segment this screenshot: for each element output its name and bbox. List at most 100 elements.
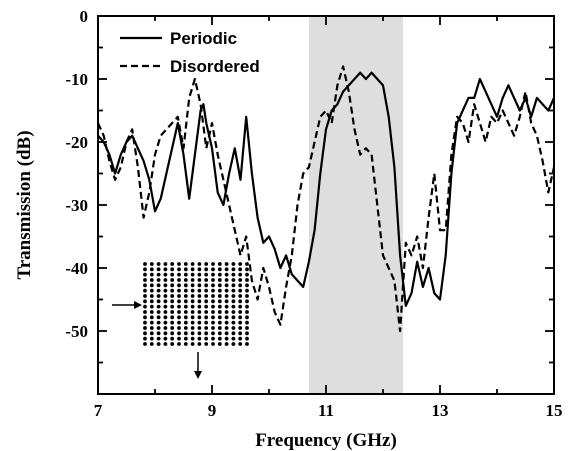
lattice-dot <box>211 331 215 336</box>
lattice-dot <box>211 288 215 293</box>
lattice-dot <box>170 299 175 304</box>
lattice-dot <box>238 336 243 341</box>
lattice-dot <box>177 278 181 282</box>
lattice-dot <box>197 278 202 282</box>
lattice-dot <box>183 331 188 336</box>
lattice-dot <box>217 267 222 272</box>
lattice-dot <box>156 288 161 293</box>
lattice-dot <box>224 310 229 314</box>
lattice-dot <box>143 272 147 277</box>
lattice-dot <box>204 267 209 272</box>
lattice-dot <box>177 267 181 272</box>
lattice-dot <box>170 304 175 309</box>
lattice-dot <box>245 288 249 293</box>
lattice-dot <box>217 283 222 288</box>
lattice-dot <box>190 320 195 325</box>
lattice-inset <box>112 262 249 379</box>
lattice-dot <box>190 262 195 266</box>
lattice-dot <box>149 283 154 288</box>
lattice-dot <box>163 267 168 272</box>
lattice-dot <box>143 294 147 298</box>
lattice-dot <box>245 315 249 320</box>
lattice-dot <box>170 336 175 341</box>
legend-label-disordered: Disordered <box>170 57 260 76</box>
lattice-dot <box>177 326 181 330</box>
lattice-dot <box>204 288 209 293</box>
lattice-dot <box>217 262 222 266</box>
lattice-dot <box>156 283 161 288</box>
lattice-dot <box>217 294 222 298</box>
lattice-dot <box>170 262 175 266</box>
lattice-dot <box>204 310 209 314</box>
lattice-dot <box>197 320 202 325</box>
lattice-dot <box>163 331 168 336</box>
lattice-dot <box>177 272 181 277</box>
lattice-dot <box>197 288 202 293</box>
lattice-dot <box>183 262 188 266</box>
lattice-dot <box>149 278 154 282</box>
lattice-dot <box>224 262 229 266</box>
lattice-dot <box>170 326 175 330</box>
lattice-dot <box>238 272 243 277</box>
lattice-dot <box>217 299 222 304</box>
lattice-dot <box>163 294 168 298</box>
lattice-dot <box>204 294 209 298</box>
y-axis-label: Transmission (dB) <box>14 130 35 279</box>
lattice-dot <box>156 331 161 336</box>
lattice-dot <box>177 294 181 298</box>
lattice-dot <box>177 283 181 288</box>
lattice-dot <box>143 262 147 266</box>
lattice-dot <box>156 304 161 309</box>
y-tick-label: 0 <box>80 7 89 26</box>
lattice-dot <box>197 283 202 288</box>
lattice-dot <box>231 310 236 314</box>
lattice-dot <box>211 336 215 341</box>
lattice-dot <box>204 272 209 277</box>
lattice-dot <box>224 342 229 346</box>
lattice-dot <box>143 310 147 314</box>
lattice-dot <box>183 326 188 330</box>
lattice-dot <box>211 310 215 314</box>
y-tick-label: -50 <box>65 322 88 341</box>
lattice-dot <box>217 331 222 336</box>
lattice-dot <box>211 272 215 277</box>
lattice-dot <box>245 299 249 304</box>
lattice-dot <box>224 315 229 320</box>
lattice-dot <box>197 299 202 304</box>
lattice-dot <box>238 326 243 330</box>
lattice-dot <box>231 294 236 298</box>
lattice-dot <box>156 320 161 325</box>
lattice-dot <box>231 262 236 266</box>
lattice-dot <box>170 315 175 320</box>
lattice-dot <box>245 331 249 336</box>
lattice-dot <box>197 315 202 320</box>
lattice-dot <box>211 342 215 346</box>
lattice-dot <box>143 342 147 346</box>
lattice-dot <box>190 283 195 288</box>
lattice-dot <box>231 272 236 277</box>
lattice-dot <box>204 299 209 304</box>
lattice-dot <box>190 288 195 293</box>
lattice-dot <box>149 262 154 266</box>
lattice-dot <box>177 262 181 266</box>
lattice-dot <box>245 283 249 288</box>
lattice-dot <box>183 315 188 320</box>
lattice-dot <box>204 326 209 330</box>
lattice-dot <box>224 299 229 304</box>
input-arrow-head <box>134 301 142 309</box>
lattice-dot <box>170 342 175 346</box>
lattice-dot <box>204 342 209 346</box>
lattice-dot <box>245 267 249 272</box>
lattice-dot <box>231 342 236 346</box>
lattice-dot <box>245 272 249 277</box>
x-tick-label: 9 <box>208 401 217 420</box>
y-tick-label: -40 <box>65 259 88 278</box>
lattice-dot <box>245 326 249 330</box>
lattice-dot <box>217 272 222 277</box>
lattice-dot <box>170 288 175 293</box>
lattice-dot <box>190 331 195 336</box>
lattice-dot <box>231 299 236 304</box>
lattice-dot <box>156 272 161 277</box>
lattice-dot <box>238 310 243 314</box>
lattice-dot <box>224 336 229 341</box>
